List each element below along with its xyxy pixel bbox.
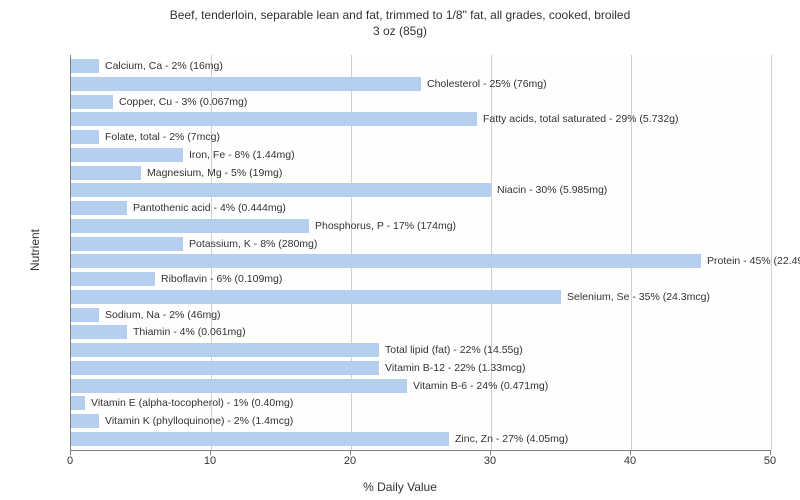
x-tick-label: 30 bbox=[484, 455, 496, 467]
bar-label: Zinc, Zn - 27% (4.05mg) bbox=[449, 432, 568, 446]
x-tick-label: 50 bbox=[764, 455, 776, 467]
bar bbox=[71, 290, 561, 304]
bar-label: Fatty acids, total saturated - 29% (5.73… bbox=[477, 112, 679, 126]
bar-label: Pantothenic acid - 4% (0.444mg) bbox=[127, 201, 286, 215]
bar bbox=[71, 183, 491, 197]
bar-row: Calcium, Ca - 2% (16mg) bbox=[71, 59, 771, 73]
bar-row: Niacin - 30% (5.985mg) bbox=[71, 183, 771, 197]
x-axis-label: % Daily Value bbox=[363, 480, 437, 494]
bar-label: Iron, Fe - 8% (1.44mg) bbox=[183, 148, 295, 162]
bar bbox=[71, 166, 141, 180]
x-tick-label: 10 bbox=[204, 455, 216, 467]
bar-row: Vitamin B-12 - 22% (1.33mcg) bbox=[71, 361, 771, 375]
y-axis-label: Nutrient bbox=[28, 229, 42, 271]
bar-row: Zinc, Zn - 27% (4.05mg) bbox=[71, 432, 771, 446]
bar-label: Calcium, Ca - 2% (16mg) bbox=[99, 59, 223, 73]
bar-label: Vitamin E (alpha-tocopherol) - 1% (0.40m… bbox=[85, 396, 293, 410]
bar-label: Niacin - 30% (5.985mg) bbox=[491, 183, 607, 197]
bar-row: Magnesium, Mg - 5% (19mg) bbox=[71, 166, 771, 180]
bar-label: Copper, Cu - 3% (0.067mg) bbox=[113, 95, 247, 109]
bar-row: Selenium, Se - 35% (24.3mcg) bbox=[71, 290, 771, 304]
bar-label: Potassium, K - 8% (280mg) bbox=[183, 237, 317, 251]
bar-row: Cholesterol - 25% (76mg) bbox=[71, 77, 771, 91]
bar bbox=[71, 325, 127, 339]
bar-row: Vitamin B-6 - 24% (0.471mg) bbox=[71, 379, 771, 393]
gridline bbox=[771, 55, 772, 450]
bar bbox=[71, 112, 477, 126]
bar bbox=[71, 396, 85, 410]
nutrient-chart: Beef, tenderloin, separable lean and fat… bbox=[0, 0, 800, 500]
x-tick-label: 40 bbox=[624, 455, 636, 467]
x-tick-label: 20 bbox=[344, 455, 356, 467]
bar bbox=[71, 432, 449, 446]
bar bbox=[71, 201, 127, 215]
bar-label: Vitamin B-12 - 22% (1.33mcg) bbox=[379, 361, 525, 375]
bar-label: Total lipid (fat) - 22% (14.55g) bbox=[379, 343, 523, 357]
bar-label: Sodium, Na - 2% (46mg) bbox=[99, 308, 221, 322]
bar-row: Protein - 45% (22.49g) bbox=[71, 254, 771, 268]
bar bbox=[71, 148, 183, 162]
bar-row: Iron, Fe - 8% (1.44mg) bbox=[71, 148, 771, 162]
bar bbox=[71, 272, 155, 286]
bar-row: Phosphorus, P - 17% (174mg) bbox=[71, 219, 771, 233]
bar bbox=[71, 130, 99, 144]
bar-label: Cholesterol - 25% (76mg) bbox=[421, 77, 547, 91]
bar-row: Vitamin E (alpha-tocopherol) - 1% (0.40m… bbox=[71, 396, 771, 410]
bar bbox=[71, 237, 183, 251]
x-tick-label: 0 bbox=[67, 455, 73, 467]
bar bbox=[71, 59, 99, 73]
bar bbox=[71, 379, 407, 393]
bar-label: Vitamin K (phylloquinone) - 2% (1.4mcg) bbox=[99, 414, 293, 428]
bar-label: Phosphorus, P - 17% (174mg) bbox=[309, 219, 456, 233]
bar bbox=[71, 361, 379, 375]
bar-label: Riboflavin - 6% (0.109mg) bbox=[155, 272, 282, 286]
bars-container: Calcium, Ca - 2% (16mg) Cholesterol - 25%… bbox=[71, 59, 771, 446]
bar-row: Sodium, Na - 2% (46mg) bbox=[71, 308, 771, 322]
bar bbox=[71, 343, 379, 357]
x-ticks: 01020304050 bbox=[70, 451, 770, 471]
bar-row: Total lipid (fat) - 22% (14.55g) bbox=[71, 343, 771, 357]
bar-label: Protein - 45% (22.49g) bbox=[701, 254, 800, 268]
bar-row: Thiamin - 4% (0.061mg) bbox=[71, 325, 771, 339]
bar bbox=[71, 77, 421, 91]
bar-row: Fatty acids, total saturated - 29% (5.73… bbox=[71, 112, 771, 126]
bar-label: Thiamin - 4% (0.061mg) bbox=[127, 325, 246, 339]
bar bbox=[71, 219, 309, 233]
chart-title-line2: 3 oz (85g) bbox=[0, 24, 800, 40]
bar-row: Pantothenic acid - 4% (0.444mg) bbox=[71, 201, 771, 215]
chart-title: Beef, tenderloin, separable lean and fat… bbox=[0, 0, 800, 39]
bar-label: Folate, total - 2% (7mcg) bbox=[99, 130, 220, 144]
bar-row: Potassium, K - 8% (280mg) bbox=[71, 237, 771, 251]
bar-row: Copper, Cu - 3% (0.067mg) bbox=[71, 95, 771, 109]
bar bbox=[71, 414, 99, 428]
bar bbox=[71, 95, 113, 109]
bar-label: Vitamin B-6 - 24% (0.471mg) bbox=[407, 379, 548, 393]
bar-row: Folate, total - 2% (7mcg) bbox=[71, 130, 771, 144]
plot-area: Calcium, Ca - 2% (16mg) Cholesterol - 25%… bbox=[70, 55, 771, 451]
bar bbox=[71, 254, 701, 268]
bar bbox=[71, 308, 99, 322]
bar-row: Vitamin K (phylloquinone) - 2% (1.4mcg) bbox=[71, 414, 771, 428]
bar-label: Selenium, Se - 35% (24.3mcg) bbox=[561, 290, 710, 304]
bar-row: Riboflavin - 6% (0.109mg) bbox=[71, 272, 771, 286]
bar-label: Magnesium, Mg - 5% (19mg) bbox=[141, 166, 282, 180]
chart-title-line1: Beef, tenderloin, separable lean and fat… bbox=[0, 8, 800, 24]
